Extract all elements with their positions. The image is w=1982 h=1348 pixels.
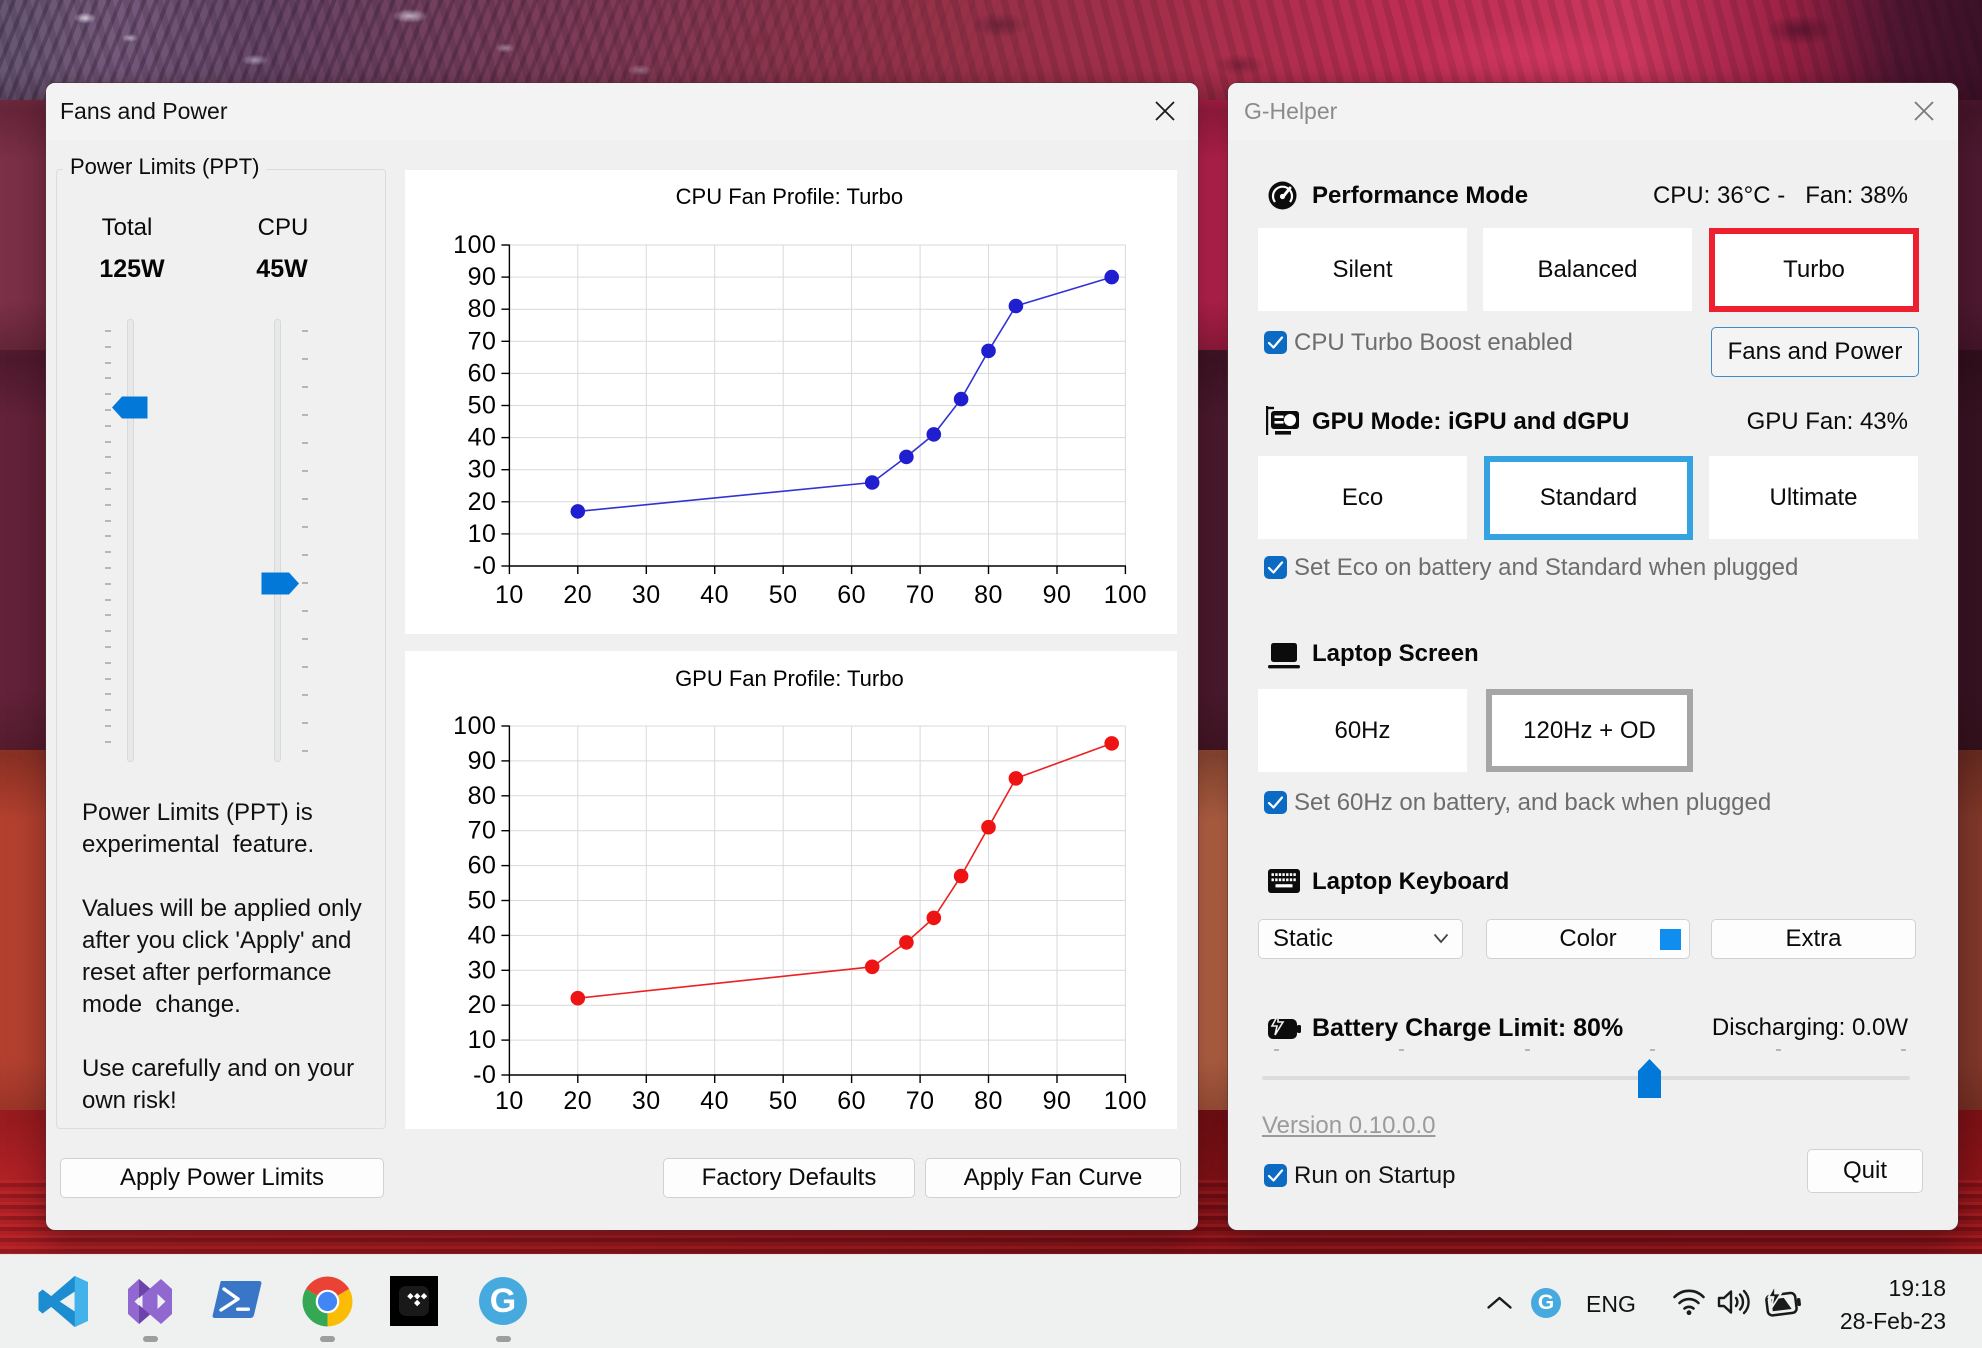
svg-text:30: 30	[632, 581, 661, 609]
svg-text:60: 60	[837, 1087, 866, 1115]
svg-text:50: 50	[468, 887, 497, 915]
svg-text:20: 20	[563, 581, 592, 609]
svg-text:90: 90	[1043, 1087, 1072, 1115]
svg-text:50: 50	[468, 392, 497, 420]
svg-text:CPU Fan Profile: Turbo: CPU Fan Profile: Turbo	[676, 184, 903, 209]
svg-text:90: 90	[468, 263, 497, 291]
svg-text:100: 100	[1104, 1087, 1147, 1115]
svg-text:100: 100	[453, 231, 496, 259]
svg-text:100: 100	[453, 712, 496, 740]
svg-text:80: 80	[468, 295, 497, 323]
svg-text:60: 60	[468, 359, 497, 387]
svg-text:-0: -0	[473, 552, 496, 580]
svg-text:90: 90	[468, 747, 497, 775]
svg-text:60: 60	[468, 852, 497, 880]
svg-text:20: 20	[468, 488, 497, 516]
svg-text:80: 80	[974, 581, 1003, 609]
svg-text:10: 10	[468, 1026, 497, 1054]
svg-text:40: 40	[468, 424, 497, 452]
svg-text:100: 100	[1104, 581, 1147, 609]
svg-text:80: 80	[974, 1087, 1003, 1115]
svg-text:30: 30	[468, 456, 497, 484]
svg-text:20: 20	[563, 1087, 592, 1115]
svg-text:10: 10	[495, 1087, 524, 1115]
svg-text:50: 50	[769, 1087, 798, 1115]
svg-text:30: 30	[468, 956, 497, 984]
svg-text:70: 70	[906, 581, 935, 609]
svg-text:70: 70	[468, 327, 497, 355]
svg-text:10: 10	[495, 581, 524, 609]
svg-text:90: 90	[1043, 581, 1072, 609]
svg-text:50: 50	[769, 581, 798, 609]
svg-text:30: 30	[632, 1087, 661, 1115]
svg-text:60: 60	[837, 581, 866, 609]
svg-text:70: 70	[906, 1087, 935, 1115]
svg-text:40: 40	[468, 921, 497, 949]
svg-text:40: 40	[700, 581, 729, 609]
svg-text:20: 20	[468, 991, 497, 1019]
svg-text:10: 10	[468, 520, 497, 548]
svg-text:70: 70	[468, 817, 497, 845]
svg-text:40: 40	[700, 1087, 729, 1115]
svg-text:GPU Fan Profile: Turbo: GPU Fan Profile: Turbo	[675, 666, 904, 691]
svg-text:-0: -0	[473, 1061, 496, 1089]
svg-text:80: 80	[468, 782, 497, 810]
